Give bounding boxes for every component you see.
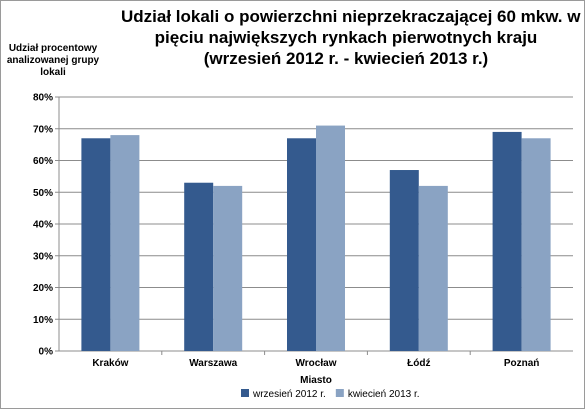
y-tick-label: 50% [33, 188, 53, 199]
bar [287, 138, 316, 351]
y-tick-label: 80% [33, 93, 53, 104]
x-tick-label: Warszawa [189, 358, 237, 369]
bar [184, 182, 214, 351]
y-tick-label: 20% [33, 283, 53, 294]
chart-title: Udział lokali o powierzchni nieprzekracz… [121, 6, 581, 69]
bar [316, 125, 345, 351]
x-tick-label: Poznań [504, 358, 540, 369]
y-tick-label: 0% [39, 347, 54, 358]
y-tick-label: 10% [33, 315, 53, 326]
x-tick-label: Łódź [407, 358, 430, 369]
bar [81, 138, 111, 351]
y-axis-label-line: lokali [40, 67, 66, 78]
bar [521, 138, 551, 351]
y-axis-label-line: Udział procentowy [8, 43, 98, 54]
bar [389, 170, 419, 351]
y-tick-label: 70% [33, 124, 53, 135]
x-axis-label: Miasto [300, 375, 332, 386]
y-tick-label: 60% [33, 156, 53, 167]
bar [110, 135, 140, 351]
x-tick-label: Wrocław [296, 358, 337, 369]
y-tick-label: 40% [33, 220, 53, 231]
x-tick-label: Kraków [92, 358, 128, 369]
legend-swatch [241, 389, 249, 397]
legend-label: wrzesień 2012 r. [252, 389, 326, 400]
y-axis-label: Udział procentowy analizowanej grupy lok… [3, 43, 103, 79]
chart-title-line: pięciu największych rynkach pierwotnych … [154, 28, 538, 47]
bar [492, 131, 522, 351]
y-axis-label-line: analizowanej grupy [6, 55, 100, 66]
chart-title-line: (wrzesień 2012 r. - kwiecień 2013 r.) [203, 49, 489, 68]
bar [418, 185, 448, 351]
bar [213, 185, 243, 351]
legend-label: kwiecień 2013 r. [348, 389, 420, 400]
y-tick-label: 30% [33, 251, 53, 262]
chart-title-line: Udział lokali o powierzchni nieprzekracz… [121, 7, 581, 26]
legend-swatch [335, 389, 344, 397]
